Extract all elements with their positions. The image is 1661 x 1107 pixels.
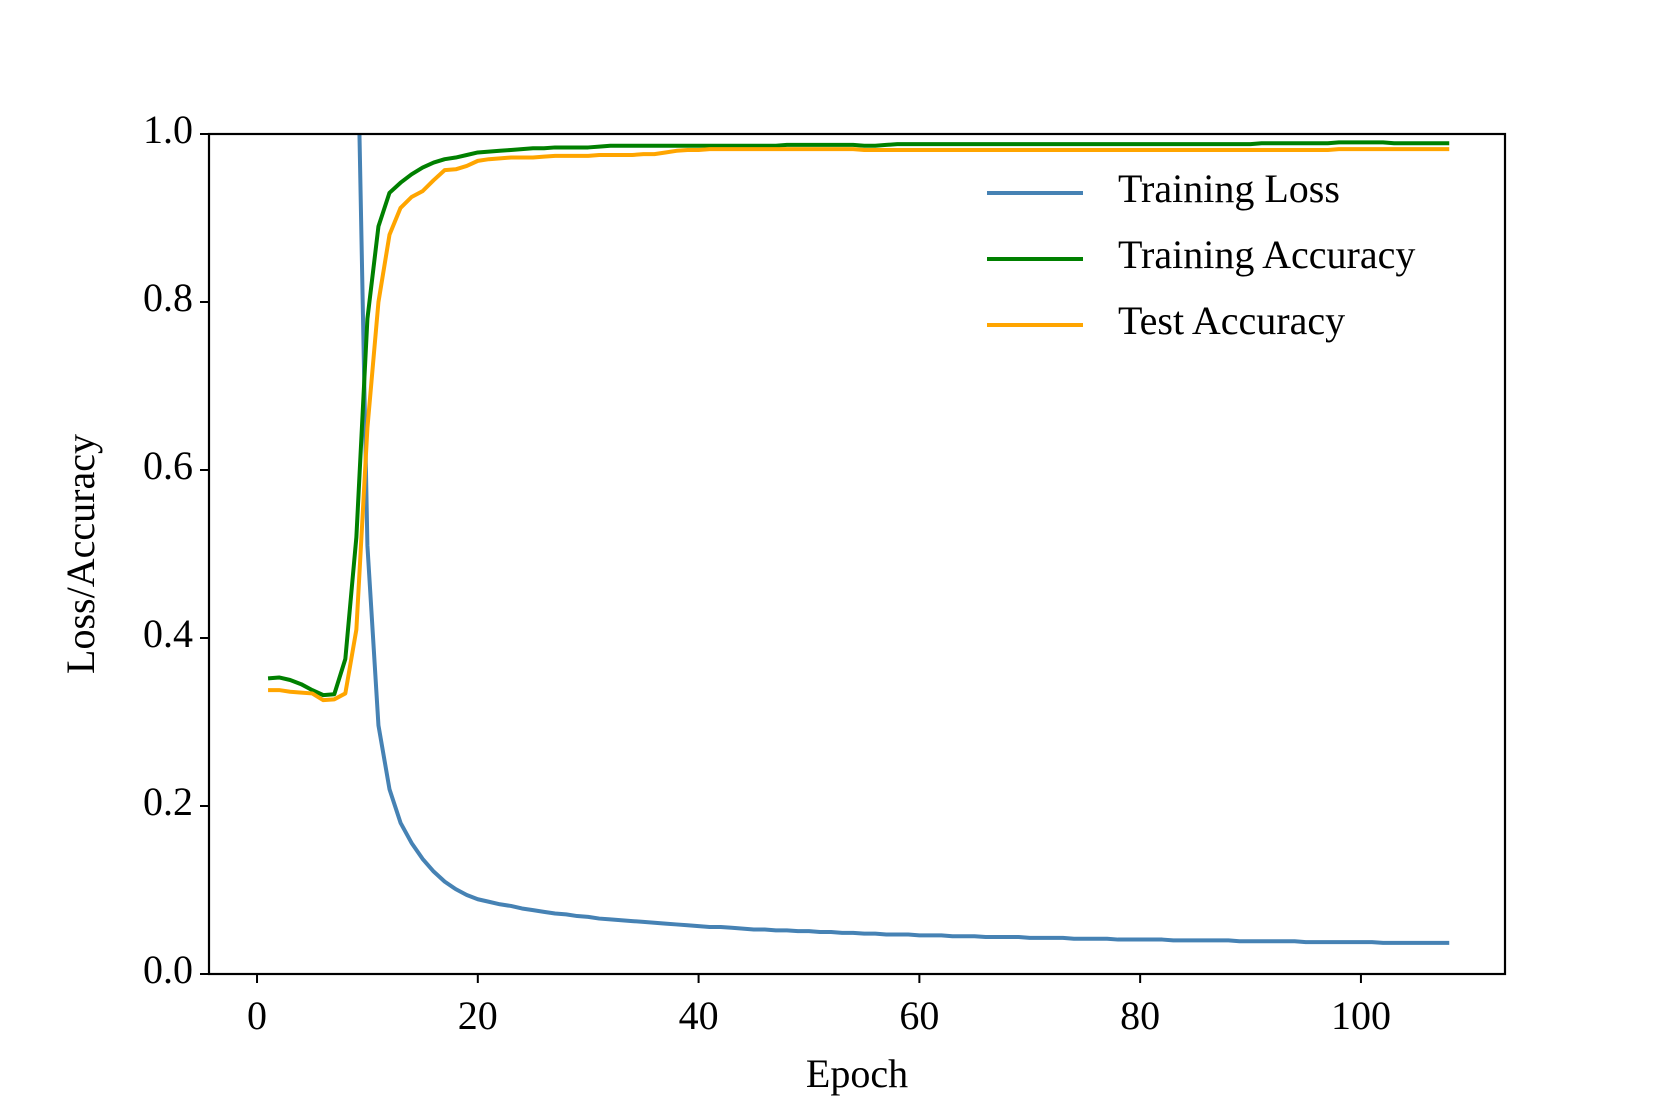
series-line [357, 134, 1450, 945]
x-tick-label: 80 [1120, 993, 1160, 1038]
y-tick-label: 0.2 [143, 779, 193, 824]
plot-area [267, 134, 1450, 945]
legend-label: Training Accuracy [1118, 232, 1415, 277]
y-tick-label: 1.0 [143, 107, 193, 152]
x-tick-label: 0 [247, 993, 267, 1038]
x-axis-label: Epoch [806, 1051, 908, 1096]
y-axis-label: Loss/Accuracy [58, 434, 103, 674]
y-tick-label: 0.0 [143, 947, 193, 992]
x-tick-label: 40 [679, 993, 719, 1038]
y-tick-label: 0.4 [143, 611, 193, 656]
axes-frame [207, 132, 1507, 976]
y-tick-label: 0.6 [143, 443, 193, 488]
y-tick-label: 0.8 [143, 275, 193, 320]
x-tick-label: 60 [899, 993, 939, 1038]
legend-label: Training Loss [1118, 166, 1340, 211]
x-tick-label: 20 [458, 993, 498, 1038]
legend-label: Test Accuracy [1118, 298, 1345, 343]
series-line [267, 140, 1450, 698]
series-line [268, 147, 1450, 703]
x-tick-label: 100 [1331, 993, 1391, 1038]
